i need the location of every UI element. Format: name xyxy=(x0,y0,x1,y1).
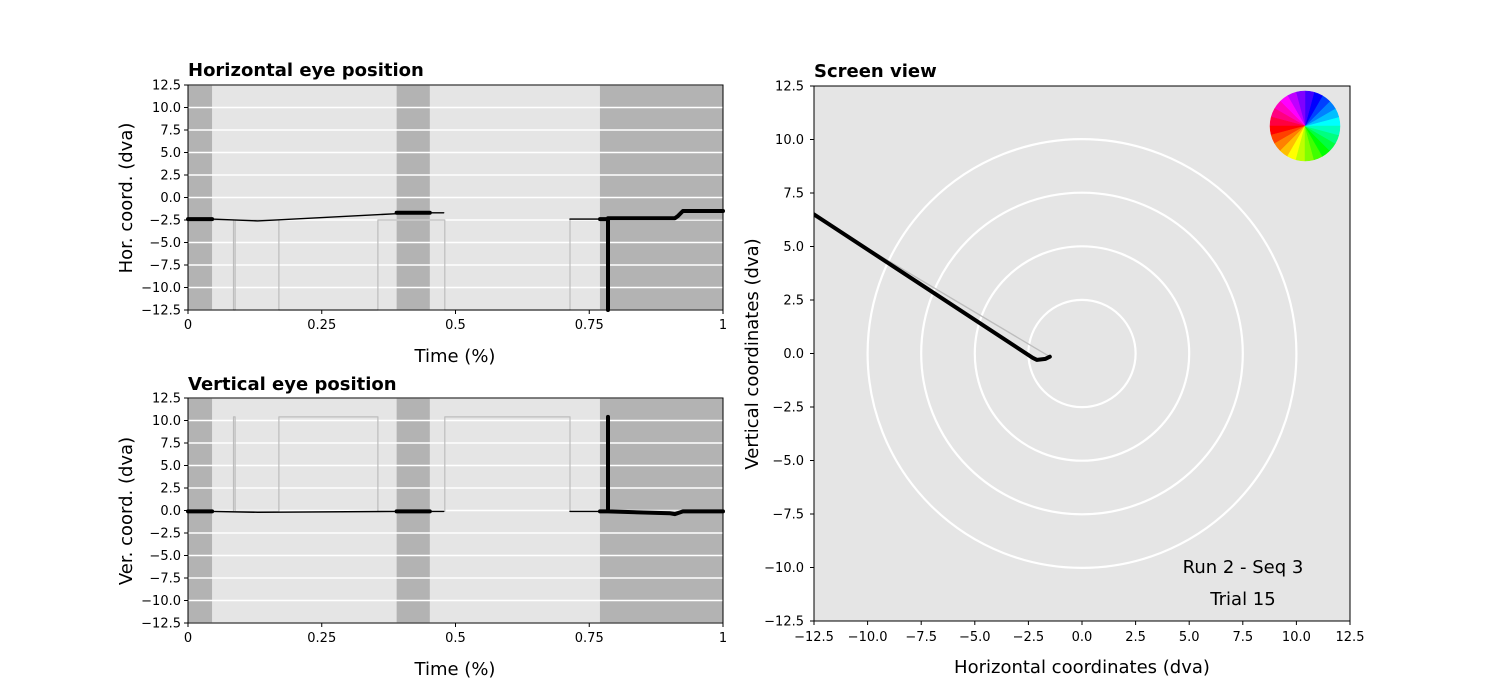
x-tick-label: 0.5 xyxy=(445,318,466,333)
screen-view-panel: Screen view Run 2 - Seq 3 Trial 15 −12.5… xyxy=(742,61,1364,678)
y-tick-label: 10.0 xyxy=(152,101,181,116)
y-tick-label: 0.0 xyxy=(160,191,181,206)
y-tick-label: 5.0 xyxy=(160,459,181,474)
y-tick-label: 2.5 xyxy=(783,294,804,309)
x-tick-label: 1 xyxy=(719,318,727,333)
gaze-fixation-series xyxy=(598,209,725,312)
gaze-fixation-series xyxy=(598,414,725,517)
panel-title: Screen view xyxy=(814,61,937,82)
x-tick-label: 7.5 xyxy=(1232,630,1253,645)
y-tick-label: −10.0 xyxy=(764,561,804,576)
x-axis-label: Time (%) xyxy=(414,659,496,680)
x-tick-label: −5.0 xyxy=(959,630,991,645)
x-tick-label: −7.5 xyxy=(905,630,937,645)
ring xyxy=(920,191,1244,516)
vertical-eye-position-panel: Vertical eye position 0 0.25 0.5 0.75 1 12.5… xyxy=(116,374,727,680)
y-tick-label: −5.0 xyxy=(149,236,181,251)
panel-title: Horizontal eye position xyxy=(188,60,424,81)
ring xyxy=(866,138,1298,569)
y-tick-label: 12.5 xyxy=(775,80,804,95)
x-tick-label: 2.5 xyxy=(1125,630,1146,645)
x-tick-label: 0.0 xyxy=(1072,630,1093,645)
y-tick-label: −10.0 xyxy=(141,281,181,296)
y-axis-label: Vertical coordinates (dva) xyxy=(742,238,763,469)
x-tick-label: −10.0 xyxy=(848,630,888,645)
y-tick-label: −10.0 xyxy=(141,594,181,609)
y-tick-label: −7.5 xyxy=(772,508,804,523)
x-tick-label: 0.25 xyxy=(307,631,336,646)
x-axis-label: Time (%) xyxy=(414,346,496,367)
x-tick-label: 10.0 xyxy=(1282,630,1311,645)
gaze-path xyxy=(814,212,1052,362)
colour-wheel-legend xyxy=(1269,90,1341,162)
trial-label: Trial 15 xyxy=(1209,589,1275,610)
y-tick-label: −12.5 xyxy=(141,304,181,319)
y-tick-label: −7.5 xyxy=(149,259,181,274)
x-tick-label: 0.75 xyxy=(575,631,604,646)
run-seq-label: Run 2 - Seq 3 xyxy=(1183,557,1304,578)
ring xyxy=(973,245,1191,462)
x-tick-label: 0.25 xyxy=(307,318,336,333)
panel-title: Vertical eye position xyxy=(188,374,397,395)
y-tick-label: 10.0 xyxy=(775,133,804,148)
y-tick-label: −12.5 xyxy=(764,615,804,630)
y-tick-label: −7.5 xyxy=(149,572,181,587)
y-tick-label: 2.5 xyxy=(160,482,181,497)
y-tick-label: −2.5 xyxy=(149,527,181,542)
y-tick-label: −12.5 xyxy=(141,617,181,632)
x-tick-label: 0.75 xyxy=(575,318,604,333)
y-tick-label: −5.0 xyxy=(772,454,804,469)
y-tick-label: 5.0 xyxy=(160,146,181,161)
y-tick-label: 2.5 xyxy=(160,169,181,184)
x-tick-label: −2.5 xyxy=(1013,630,1045,645)
x-tick-label: 0 xyxy=(184,631,192,646)
y-tick-label: −5.0 xyxy=(149,549,181,564)
y-tick-label: 0.0 xyxy=(783,347,804,362)
y-tick-label: −2.5 xyxy=(772,401,804,416)
y-tick-label: 12.5 xyxy=(152,392,181,407)
horizontal-eye-position-panel: Horizontal eye position 0 0.25 0.5 0.75 1 12… xyxy=(116,60,727,367)
colour-wheel-slice xyxy=(1304,125,1341,136)
x-tick-label: 0 xyxy=(184,318,192,333)
x-tick-label: 0.5 xyxy=(445,631,466,646)
x-tick-label: 5.0 xyxy=(1179,630,1200,645)
y-tick-label: 12.5 xyxy=(152,79,181,94)
x-axis-label: Horizontal coordinates (dva) xyxy=(954,657,1210,678)
y-tick-label: 7.5 xyxy=(160,124,181,139)
y-tick-label: 0.0 xyxy=(160,504,181,519)
y-axis-label: Hor. coord. (dva) xyxy=(116,123,137,274)
y-axis-label: Ver. coord. (dva) xyxy=(116,437,137,585)
y-tick-label: −2.5 xyxy=(149,214,181,229)
x-tick-label: 12.5 xyxy=(1336,630,1365,645)
target-series xyxy=(187,416,724,512)
x-tick-label: 1 xyxy=(719,631,727,646)
y-tick-label: 5.0 xyxy=(783,240,804,255)
plot-area xyxy=(814,86,1350,621)
y-tick-label: 7.5 xyxy=(783,187,804,202)
x-tick-label: −12.5 xyxy=(794,630,834,645)
y-tick-label: 7.5 xyxy=(160,437,181,452)
y-tick-label: 10.0 xyxy=(152,414,181,429)
